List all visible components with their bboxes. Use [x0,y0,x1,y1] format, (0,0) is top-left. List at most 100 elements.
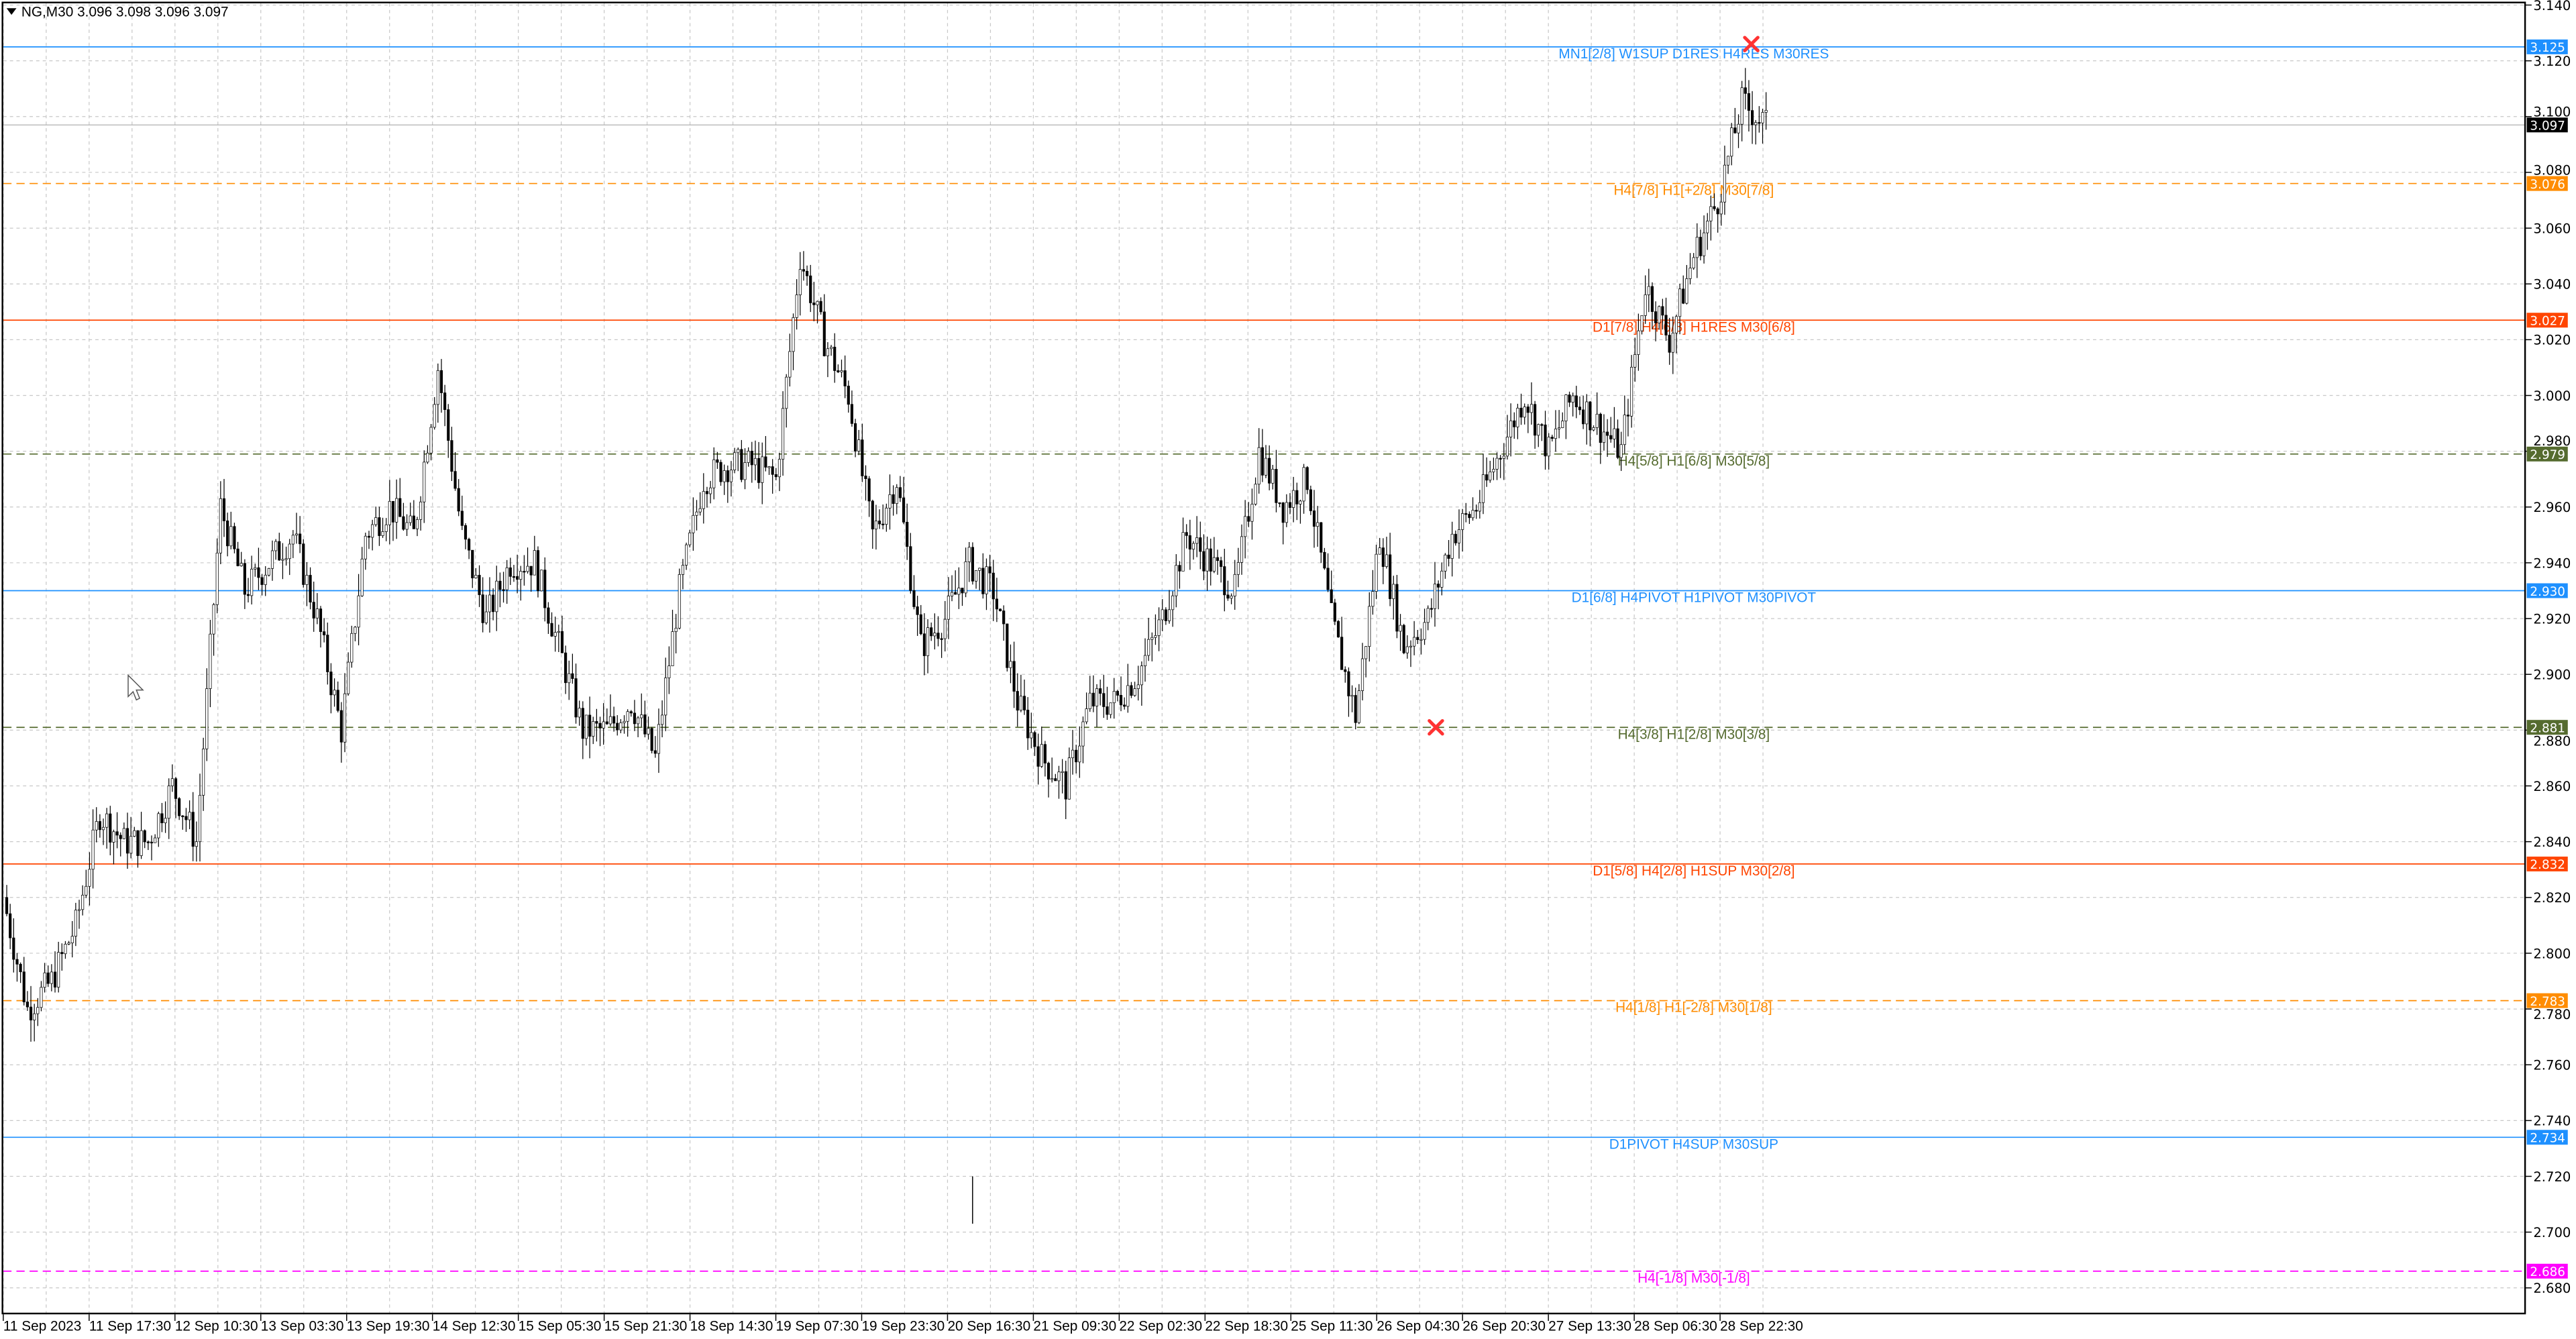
y-tick-label: 2.780 [2533,1007,2571,1022]
candle [178,798,181,816]
candle [1574,395,1578,408]
candle [198,795,202,843]
candle [698,508,702,513]
candle [1592,427,1595,431]
candle [1644,294,1647,316]
y-tick-label: 3.140 [2533,0,2571,13]
candle [909,546,912,591]
candle [453,471,457,489]
candle [457,488,460,512]
level-lines: MN1[2/8] W1SUP D1RES H4RES M30RES H4[7/8]… [3,46,2526,1286]
candle [260,577,264,585]
candle [1509,420,1513,437]
candle [309,575,312,602]
y-tick-label: 3.040 [2533,277,2571,292]
price-tag [2526,39,2568,54]
candle [1220,560,1223,567]
candle [1444,554,1447,572]
y-tick-label: 2.960 [2533,500,2571,515]
collapse-triangle-icon[interactable] [6,8,17,15]
candle [1075,749,1078,763]
x-tick-label: 12 Sep 10:30 [175,1319,258,1334]
candle [857,439,861,451]
symbol-header[interactable]: NG,M30 3.096 3.098 3.096 3.097 [6,5,229,20]
candle [1481,474,1485,503]
candle [1457,529,1461,543]
y-tick-label: 2.700 [2533,1225,2571,1240]
candle [1167,609,1171,621]
candle [1288,502,1292,508]
candle [1312,511,1316,527]
candle [471,549,474,578]
price-axis[interactable]: 3.140 3.120 3.100 3.080 3.060 3.040 3.020 3.000… [2525,0,2571,1296]
candle [519,571,523,580]
candle [888,494,892,508]
candle [1344,669,1347,672]
candle [526,566,529,572]
candle [12,937,15,960]
candle [785,376,788,409]
candle [219,498,222,553]
candle [1264,458,1268,476]
candle [1299,500,1302,504]
x-tick-label: 19 Sep 23:30 [861,1319,945,1334]
candle [629,711,633,714]
candle [1678,288,1682,317]
price-tag-label: 2.686 [2530,1265,2565,1279]
candle [1740,87,1743,125]
candle [1519,407,1523,418]
x-tick-label: 15 Sep 21:30 [604,1319,688,1334]
candle [70,936,74,943]
candle [1085,708,1088,722]
candle [1405,646,1409,653]
candle [267,568,270,576]
candle [450,440,453,472]
candle [995,598,998,610]
candle [540,570,543,592]
candle [1188,535,1191,550]
level-label: D1[5/8] H4[2/8] H1SUP M30[2/8] [1593,863,1794,879]
candle [640,714,643,718]
candle [1378,547,1381,555]
candle [1230,596,1233,599]
candle [170,778,174,786]
level-label: H4[5/8] H1[6/8] M30[5/8] [1618,453,1770,469]
candle [46,972,50,984]
candle [474,575,478,578]
price-tag-label: 2.930 [2530,585,2565,599]
candle [1161,609,1164,621]
candle [512,576,516,578]
candle [1550,437,1554,439]
candle [374,517,378,525]
candle [584,714,588,739]
candle [257,567,260,578]
candle [1257,447,1260,485]
price-tag-label: 2.979 [2530,448,2565,462]
y-tick-label: 2.740 [2533,1114,2571,1129]
candle [1091,692,1095,706]
candle [1320,522,1323,553]
candle [950,592,954,596]
candle [1764,109,1768,113]
candle [716,459,719,463]
candle [581,708,584,739]
candle [136,830,140,856]
candle [1609,435,1613,439]
candle [564,652,568,684]
candle [1036,746,1040,767]
candle [19,963,22,973]
candle [633,712,637,725]
y-tick-label: 2.880 [2533,734,2571,749]
candle [250,568,254,596]
time-axis[interactable]: 11 Sep 2023 11 Sep 17:30 12 Sep 10:30 13 Se… [3,1314,1803,1334]
candle [1747,93,1751,111]
candle [191,812,195,847]
candle [871,500,874,530]
y-tick-label: 2.860 [2533,779,2571,794]
candle [1437,584,1440,588]
price-tag [2526,176,2568,191]
candle [215,552,219,605]
candle [637,717,640,725]
